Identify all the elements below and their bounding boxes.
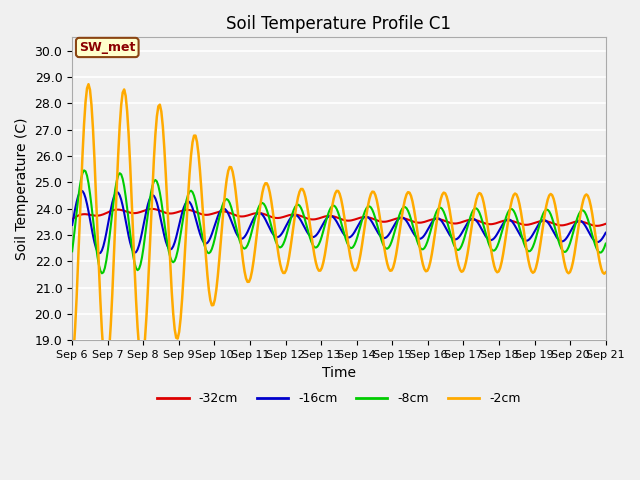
-2cm (84, 81, 92, 87)
-32cm (303, 216, 311, 221)
-32cm (573, 218, 581, 224)
Line: -16cm: -16cm (72, 191, 605, 253)
-2cm (230, 177, 238, 183)
-16cm (305, 231, 312, 237)
Line: -32cm: -32cm (72, 209, 605, 226)
-32cm (148, 206, 156, 212)
Title: Soil Temperature Profile C1: Soil Temperature Profile C1 (227, 15, 451, 33)
-8cm (248, 228, 256, 234)
Line: -2cm: -2cm (72, 84, 605, 369)
Y-axis label: Soil Temperature (C): Soil Temperature (C) (15, 118, 29, 260)
Line: -8cm: -8cm (72, 170, 605, 273)
-2cm (602, 269, 609, 275)
-16cm (77, 188, 85, 193)
-32cm (134, 210, 141, 216)
-8cm (575, 211, 583, 217)
-32cm (255, 210, 263, 216)
-16cm (137, 237, 145, 242)
-16cm (575, 218, 583, 224)
-16cm (248, 219, 256, 225)
-8cm (305, 229, 312, 235)
-32cm (229, 211, 237, 217)
X-axis label: Time: Time (322, 366, 356, 380)
-8cm (230, 216, 238, 221)
-8cm (80, 168, 88, 173)
-8cm (257, 201, 265, 206)
-16cm (602, 230, 609, 236)
-16cm (230, 226, 238, 231)
-2cm (305, 211, 312, 217)
-2cm (102, 366, 110, 372)
-2cm (137, 356, 145, 361)
-16cm (68, 222, 76, 228)
-16cm (257, 211, 265, 216)
-32cm (602, 221, 609, 227)
-8cm (98, 270, 106, 276)
-2cm (68, 363, 76, 369)
Text: SW_met: SW_met (79, 41, 136, 54)
-32cm (593, 223, 600, 228)
-8cm (137, 262, 145, 267)
-2cm (257, 199, 265, 204)
-32cm (246, 212, 254, 217)
-2cm (575, 221, 583, 227)
-16cm (95, 251, 103, 256)
Legend: -32cm, -16cm, -8cm, -2cm: -32cm, -16cm, -8cm, -2cm (152, 387, 525, 410)
-8cm (602, 241, 609, 247)
-32cm (68, 216, 76, 222)
-2cm (248, 268, 256, 274)
-8cm (68, 249, 76, 254)
